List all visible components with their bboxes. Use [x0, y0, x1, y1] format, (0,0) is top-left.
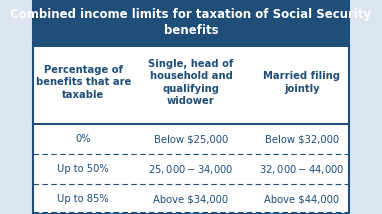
Text: Single, head of
household and
qualifying
widower: Single, head of household and qualifying…	[148, 59, 234, 106]
Text: Combined income limits for taxation of Social Security
benefits: Combined income limits for taxation of S…	[10, 8, 372, 37]
Text: Below $32,000: Below $32,000	[265, 134, 339, 144]
Text: Up to 85%: Up to 85%	[57, 194, 109, 204]
Text: Up to 50%: Up to 50%	[57, 164, 109, 174]
FancyBboxPatch shape	[32, 45, 350, 214]
Text: Above $34,000: Above $34,000	[154, 194, 228, 204]
Text: Above $44,000: Above $44,000	[264, 194, 340, 204]
Text: 0%: 0%	[75, 134, 91, 144]
Text: Below $25,000: Below $25,000	[154, 134, 228, 144]
Text: $25,000 - $34,000: $25,000 - $34,000	[148, 163, 234, 175]
Text: Married filing
jointly: Married filing jointly	[264, 71, 340, 94]
Text: Percentage of
benefits that are
taxable: Percentage of benefits that are taxable	[36, 65, 131, 100]
FancyBboxPatch shape	[32, 0, 350, 45]
Text: $32,000 - $44,000: $32,000 - $44,000	[259, 163, 345, 175]
